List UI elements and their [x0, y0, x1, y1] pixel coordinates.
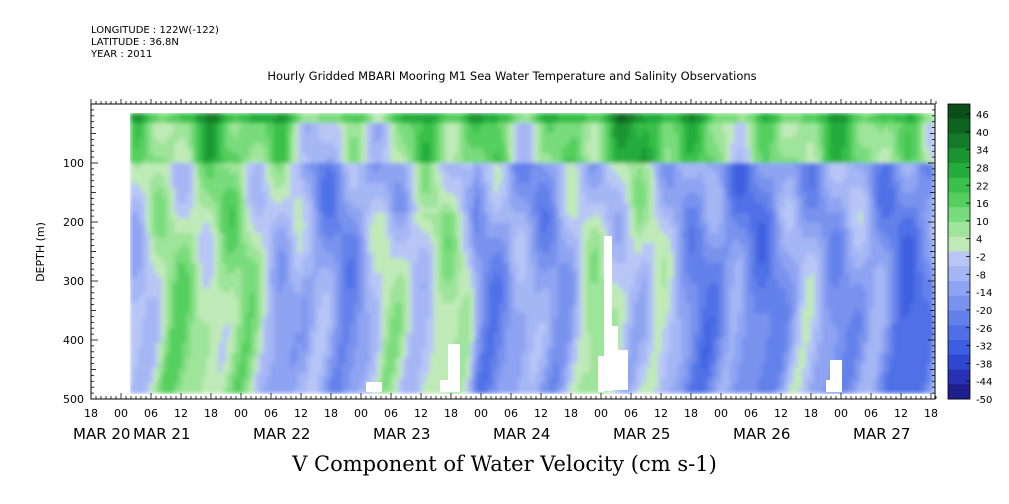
x-tick-label: 06 [264, 407, 278, 420]
heatmap-field [130, 113, 935, 394]
colorbar-swatch [948, 236, 970, 252]
colorbar-swatch [948, 104, 970, 120]
x-tick-label: 12 [414, 407, 428, 420]
y-axis-ticks: 100 200 300 400 500 [63, 103, 935, 406]
colorbar-tick-label: -2 [976, 253, 986, 264]
colorbar-label: V Component of Water Velocity (cm s-1) [292, 452, 717, 476]
x-tick-label: 18 [444, 407, 458, 420]
colorbar-tick-label: 22 [976, 181, 989, 192]
colorbar-swatch [948, 148, 970, 164]
year-label: YEAR : 2011 [91, 49, 153, 60]
x-date-label: MAR 24 [493, 425, 550, 443]
x-tick-label: 12 [774, 407, 788, 420]
colorbar-tick-label: -32 [976, 342, 992, 353]
x-tick-label: 00 [114, 407, 128, 420]
x-tick-label: 12 [534, 407, 548, 420]
colorbar-swatch [948, 295, 970, 311]
colorbar-swatch [948, 266, 970, 282]
x-tick-label: 18 [564, 407, 578, 420]
x-date-label: MAR 21 [133, 425, 190, 443]
x-tick-label: 18 [204, 407, 218, 420]
colorbar-swatch [948, 133, 970, 149]
longitude-label: LONGITUDE : 122W(-122) [91, 25, 219, 36]
colorbar-swatch [948, 163, 970, 179]
colorbar-swatch [948, 369, 970, 385]
x-date-label: MAR 26 [733, 425, 790, 443]
x-tick-label: 12 [654, 407, 668, 420]
x-tick-label: 18 [324, 407, 338, 420]
x-axis-ticks: 18 00 06 12 18 00 06 12 18 00 06 12 18 00 06 12 18 00 06 12… [73, 99, 938, 443]
y-tick-label: 500 [63, 393, 84, 406]
x-date-label: MAR 20 [73, 425, 130, 443]
colorbar-tick-label: -38 [976, 359, 992, 370]
y-tick-label: 200 [63, 216, 84, 229]
x-date-label: MAR 22 [253, 425, 310, 443]
x-tick-label: 06 [504, 407, 518, 420]
colorbar-tick-label: 34 [976, 146, 989, 157]
x-tick-label: 12 [294, 407, 308, 420]
x-tick-label: 00 [234, 407, 248, 420]
chart-title: Hourly Gridded MBARI Mooring M1 Sea Wate… [267, 69, 757, 83]
x-tick-label: 12 [894, 407, 908, 420]
colorbar-swatch [948, 310, 970, 326]
colorbar-swatch [948, 281, 970, 297]
colorbar-tick-label: -20 [976, 306, 992, 317]
y-axis-label: DEPTH (m) [34, 222, 47, 282]
colorbar-tick-label: -14 [976, 288, 992, 299]
colorbar-swatch [948, 384, 970, 400]
x-tick-label: 18 [804, 407, 818, 420]
x-tick-label: 18 [84, 407, 98, 420]
latitude-label: LATITUDE : 36.8N [91, 37, 179, 48]
colorbar-tick-label: -50 [976, 395, 992, 406]
colorbar-tick-label: 4 [976, 235, 982, 246]
colorbar-tick-label: 10 [976, 217, 989, 228]
x-date-label: MAR 23 [373, 425, 430, 443]
x-tick-label: 00 [714, 407, 728, 420]
x-date-label: MAR 25 [613, 425, 670, 443]
x-tick-label: 18 [684, 407, 698, 420]
colorbar-tick-label: -8 [976, 270, 986, 281]
x-tick-label: 18 [924, 407, 938, 420]
x-tick-label: 06 [384, 407, 398, 420]
colorbar-tick-label: -26 [976, 324, 992, 335]
colorbar-swatch [948, 192, 970, 208]
colorbar-swatch [948, 251, 970, 267]
x-tick-label: 00 [474, 407, 488, 420]
colorbar-swatch [948, 207, 970, 223]
x-date-label: MAR 27 [853, 425, 910, 443]
x-tick-label: 06 [144, 407, 158, 420]
colorbar-swatch [948, 340, 970, 356]
colorbar-swatch [948, 118, 970, 134]
colorbar-swatch [948, 177, 970, 193]
x-tick-label: 00 [834, 407, 848, 420]
colorbar-tick-label: -44 [976, 377, 992, 388]
colorbar-tick-label: 46 [976, 110, 989, 121]
colorbar-tick-label: 16 [976, 199, 989, 210]
colorbar-swatch [948, 354, 970, 370]
x-tick-label: 00 [354, 407, 368, 420]
colorbar-swatch [948, 222, 970, 238]
y-tick-label: 100 [63, 157, 84, 170]
y-tick-label: 400 [63, 334, 84, 347]
colorbar-tick-label: 28 [976, 163, 989, 174]
colorbar: 46 40 34 28 22 16 10 4 -2 -8 -14 -20 -26 -32 -38 -44 -50 [947, 103, 992, 406]
x-tick-label: 00 [594, 407, 608, 420]
x-tick-label: 06 [864, 407, 878, 420]
colorbar-tick-label: 40 [976, 128, 989, 139]
x-tick-label: 06 [624, 407, 638, 420]
y-tick-label: 300 [63, 275, 84, 288]
x-tick-label: 06 [744, 407, 758, 420]
x-tick-label: 12 [174, 407, 188, 420]
colorbar-swatch [948, 325, 970, 341]
